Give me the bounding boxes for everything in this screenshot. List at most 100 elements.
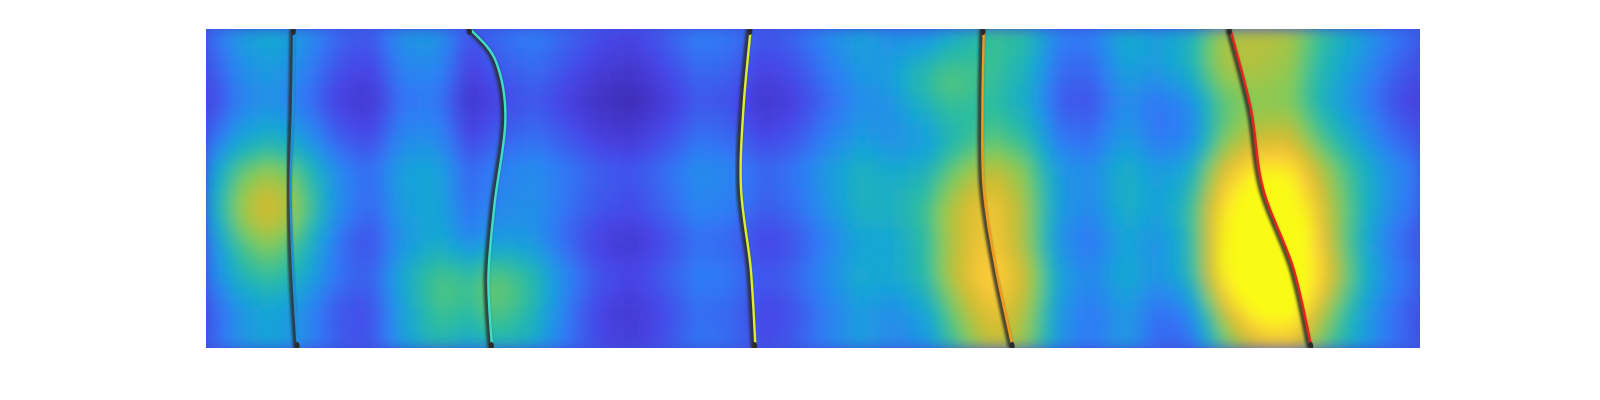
heatmap-cell — [1231, 148, 1246, 163]
heatmap-cell — [394, 68, 409, 83]
heatmap-cell — [1096, 55, 1111, 70]
heatmap-cell — [920, 135, 935, 150]
heatmap-cell — [1217, 281, 1232, 296]
heatmap-cell — [880, 334, 895, 348]
heatmap-cell — [543, 95, 558, 110]
heatmap-cell — [1393, 95, 1408, 110]
heatmap-cell — [1042, 55, 1057, 70]
heatmap-cell — [664, 175, 679, 190]
heatmap-cell — [1177, 108, 1192, 123]
heatmap-cell — [1217, 268, 1232, 283]
heatmap-cell — [1136, 42, 1151, 57]
heatmap-cell — [839, 228, 855, 243]
heatmap-cell — [408, 268, 423, 283]
heatmap-cell — [246, 175, 261, 190]
heatmap-cell — [1204, 148, 1219, 163]
heatmap-cell — [610, 82, 625, 97]
heatmap-cell — [219, 175, 234, 190]
heatmap-cell — [381, 201, 396, 216]
heatmap-cell — [1393, 254, 1408, 269]
heatmap-cell — [408, 161, 423, 176]
heatmap-cell — [853, 268, 868, 283]
heatmap-cell — [597, 29, 612, 43]
heatmap-cell — [813, 254, 828, 269]
heatmap-cell — [1069, 228, 1084, 243]
heatmap-cell — [1136, 321, 1151, 336]
heatmap-cell — [1298, 55, 1313, 70]
heatmap-cell — [1285, 68, 1300, 83]
heatmap-cell — [1177, 148, 1192, 163]
heatmap-cell — [1028, 334, 1043, 348]
heatmap-cell — [502, 321, 517, 336]
heatmap-cell — [570, 108, 585, 123]
heatmap-cell — [259, 82, 275, 97]
heatmap-cell — [1298, 42, 1313, 57]
heatmap-cell — [1325, 294, 1340, 309]
heatmap-cell — [974, 268, 989, 283]
heatmap-cell — [1042, 95, 1057, 110]
heatmap-cell — [570, 55, 585, 70]
heatmap-cell — [1393, 334, 1408, 348]
heatmap-cell — [502, 188, 517, 203]
heatmap-cell — [839, 268, 855, 283]
heatmap-cell — [1069, 201, 1084, 216]
heatmap-cell — [1393, 175, 1408, 190]
heatmap-cell — [624, 68, 639, 83]
heatmap-cell — [961, 188, 976, 203]
heatmap-cell — [206, 308, 221, 323]
heatmap-cell — [1136, 188, 1151, 203]
heatmap-cell — [866, 201, 882, 216]
heatmap-cell — [1177, 42, 1192, 57]
heatmap-cell — [1217, 321, 1232, 336]
heatmap-cell — [1082, 215, 1097, 229]
heatmap-cell — [1231, 122, 1246, 136]
heatmap-cell — [637, 122, 652, 136]
heatmap-cell — [988, 161, 1003, 176]
heatmap-cell — [759, 108, 774, 123]
heatmap-cell — [1366, 42, 1381, 57]
heatmap-cell — [354, 254, 369, 269]
heatmap-cell — [1109, 42, 1124, 57]
heatmap-cell — [421, 122, 436, 136]
heatmap-cell — [961, 334, 976, 348]
heatmap-cell — [1082, 241, 1097, 256]
heatmap-cell — [475, 95, 490, 110]
heatmap-cell — [961, 321, 976, 336]
heatmap-cell — [1190, 215, 1205, 229]
heatmap-cell — [610, 321, 625, 336]
heatmap-cell — [219, 148, 234, 163]
heatmap-cell — [1325, 254, 1340, 269]
heatmap-cell — [354, 95, 369, 110]
heatmap-cell — [664, 122, 679, 136]
heatmap-cell — [866, 268, 882, 283]
heatmap-cell — [961, 42, 976, 57]
heatmap-cell — [664, 148, 679, 163]
heatmap-cell — [907, 321, 922, 336]
heatmap-cell — [1217, 215, 1232, 229]
heatmap-cell — [718, 108, 733, 123]
heatmap-cell — [1393, 161, 1408, 176]
heatmap-cell — [961, 135, 976, 150]
heatmap-cell — [988, 334, 1003, 348]
heatmap-cell — [786, 321, 801, 336]
heatmap-cell — [934, 228, 949, 243]
heatmap-cell — [1271, 175, 1286, 190]
heatmap-cell — [1055, 29, 1070, 43]
heatmap-cell — [772, 201, 787, 216]
heatmap-cell — [583, 188, 598, 203]
heatmap-cell — [1028, 29, 1043, 43]
heatmap-cell — [206, 241, 221, 256]
heatmap-cell — [340, 175, 355, 190]
heatmap-cell — [1231, 281, 1246, 296]
heatmap-cell — [813, 82, 828, 97]
heatmap-cell — [853, 321, 868, 336]
heatmap-cell — [839, 321, 855, 336]
heatmap-cell — [313, 308, 328, 323]
heatmap-cell — [1069, 334, 1084, 348]
heatmap-cell — [300, 241, 315, 256]
heatmap-cell — [381, 108, 396, 123]
heatmap-cell — [313, 95, 328, 110]
heatmap-cell — [934, 29, 949, 43]
track-1-end-marker — [294, 342, 300, 348]
heatmap-cell — [732, 29, 747, 43]
